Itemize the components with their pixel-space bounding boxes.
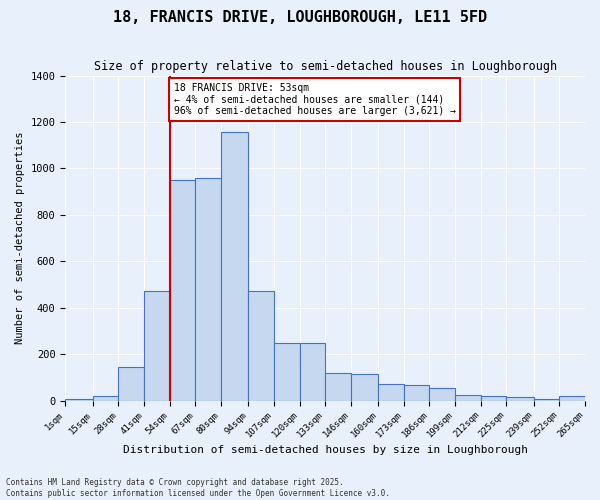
Text: Contains HM Land Registry data © Crown copyright and database right 2025.
Contai: Contains HM Land Registry data © Crown c…	[6, 478, 390, 498]
Text: 18, FRANCIS DRIVE, LOUGHBOROUGH, LE11 5FD: 18, FRANCIS DRIVE, LOUGHBOROUGH, LE11 5F…	[113, 10, 487, 25]
Bar	[274, 342, 299, 400]
Bar	[404, 386, 430, 400]
Bar	[299, 342, 325, 400]
Bar	[118, 367, 144, 400]
Bar	[481, 396, 506, 400]
Bar	[248, 292, 274, 401]
Bar	[455, 395, 481, 400]
Bar	[430, 388, 455, 400]
Bar	[170, 180, 195, 400]
Bar	[506, 397, 534, 400]
Bar	[559, 396, 585, 400]
Bar	[195, 178, 221, 400]
Bar	[93, 396, 118, 400]
Bar	[221, 132, 248, 400]
Text: 18 FRANCIS DRIVE: 53sqm
← 4% of semi-detached houses are smaller (144)
96% of se: 18 FRANCIS DRIVE: 53sqm ← 4% of semi-det…	[173, 82, 455, 116]
Bar	[144, 292, 170, 401]
Bar	[325, 372, 351, 400]
Y-axis label: Number of semi-detached properties: Number of semi-detached properties	[15, 132, 25, 344]
Bar	[351, 374, 378, 400]
Bar	[378, 384, 404, 400]
X-axis label: Distribution of semi-detached houses by size in Loughborough: Distribution of semi-detached houses by …	[122, 445, 527, 455]
Title: Size of property relative to semi-detached houses in Loughborough: Size of property relative to semi-detach…	[94, 60, 557, 73]
